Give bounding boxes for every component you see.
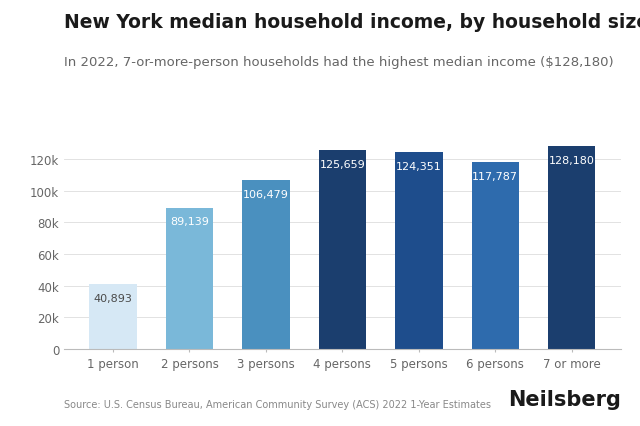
Bar (395, 153, 443, 349)
Bar (166, 208, 213, 349)
Text: 128,180: 128,180 (549, 155, 595, 165)
Text: New York median household income, by household size: New York median household income, by hou… (64, 13, 640, 32)
Bar (90, 285, 137, 349)
Text: 125,659: 125,659 (319, 159, 365, 169)
Text: Neilsberg: Neilsberg (508, 389, 621, 409)
Text: 40,893: 40,893 (93, 294, 132, 303)
Text: 124,351: 124,351 (396, 161, 442, 171)
Text: Source: U.S. Census Bureau, American Community Survey (ACS) 2022 1-Year Estimate: Source: U.S. Census Bureau, American Com… (64, 399, 491, 409)
Bar (242, 181, 290, 349)
Bar (319, 150, 366, 349)
Bar (472, 163, 519, 349)
Bar (548, 147, 595, 349)
Text: 117,787: 117,787 (472, 172, 518, 181)
Text: 89,139: 89,139 (170, 217, 209, 227)
Text: In 2022, 7-or-more-person households had the highest median income ($128,180): In 2022, 7-or-more-person households had… (64, 55, 614, 68)
Text: 106,479: 106,479 (243, 190, 289, 199)
